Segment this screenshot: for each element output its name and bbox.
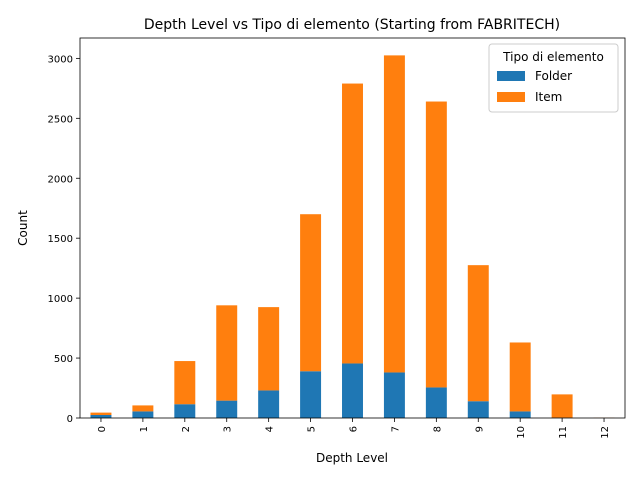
y-tick-label: 3000 bbox=[48, 54, 73, 65]
x-axis-label: Depth Level bbox=[316, 451, 388, 465]
bar-item-8 bbox=[425, 101, 447, 388]
legend: Tipo di elemento Folder Item bbox=[488, 43, 619, 113]
bar-folder-0 bbox=[90, 415, 112, 418]
x-tick-label: 0 bbox=[97, 426, 108, 432]
bar-item-11 bbox=[551, 394, 573, 418]
x-tick-label: 7 bbox=[390, 426, 401, 432]
bar-folder-4 bbox=[258, 390, 280, 418]
y-axis-label: Count bbox=[16, 210, 30, 246]
x-tick-label: 4 bbox=[265, 426, 276, 432]
bar-item-4 bbox=[258, 307, 280, 391]
bar-item-2 bbox=[174, 361, 196, 405]
bar-folder-5 bbox=[300, 371, 322, 418]
bar-item-5 bbox=[300, 214, 322, 372]
bar-folder-6 bbox=[342, 363, 363, 418]
bar-folder-3 bbox=[216, 400, 238, 418]
x-tick-label: 10 bbox=[516, 426, 527, 439]
legend-swatch-folder bbox=[497, 71, 525, 81]
bar-folder-8 bbox=[425, 387, 447, 418]
x-tick-label: 5 bbox=[307, 426, 318, 432]
chart-title: Depth Level vs Tipo di elemento (Startin… bbox=[144, 17, 560, 33]
bar-folder-1 bbox=[132, 411, 154, 418]
bar-item-6 bbox=[342, 83, 363, 364]
y-tick-label: 2000 bbox=[48, 174, 73, 185]
x-tick-label: 9 bbox=[474, 426, 485, 432]
bar-item-3 bbox=[216, 305, 238, 401]
bar-item-10 bbox=[509, 342, 531, 412]
bar-item-0 bbox=[90, 412, 112, 416]
bar-folder-2 bbox=[174, 404, 196, 418]
plot-frame bbox=[79, 37, 626, 419]
y-tick-label: 500 bbox=[54, 354, 73, 365]
x-tick-label: 2 bbox=[181, 426, 192, 432]
bar-item-7 bbox=[383, 55, 405, 373]
y-tick-label: 0 bbox=[67, 414, 73, 425]
bar-folder-7 bbox=[383, 372, 405, 418]
y-tick-label: 1000 bbox=[48, 294, 73, 305]
bar-folder-10 bbox=[509, 411, 531, 418]
x-tick-label: 3 bbox=[223, 426, 234, 432]
legend-swatch-item bbox=[497, 92, 525, 102]
x-tick-label: 11 bbox=[558, 426, 569, 439]
legend-title: Tipo di elemento bbox=[502, 50, 604, 64]
bar-folder-9 bbox=[467, 401, 489, 418]
legend-label-folder: Folder bbox=[535, 69, 572, 83]
y-tick-label: 2500 bbox=[48, 114, 73, 125]
bar-item-9 bbox=[467, 265, 489, 402]
x-tick-label: 8 bbox=[432, 426, 443, 432]
x-tick-label: 6 bbox=[349, 426, 360, 432]
bar-item-1 bbox=[132, 405, 154, 412]
x-tick-label: 1 bbox=[139, 426, 150, 432]
x-tick-label: 12 bbox=[600, 426, 611, 439]
legend-label-item: Item bbox=[535, 90, 562, 104]
y-tick-label: 1500 bbox=[48, 234, 73, 245]
